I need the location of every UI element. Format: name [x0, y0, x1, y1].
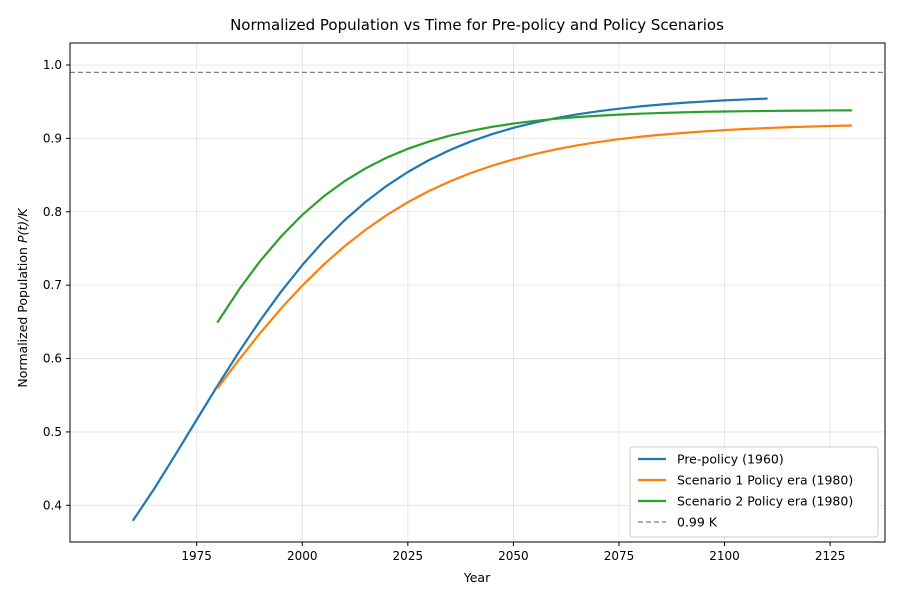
y-tick-label: 0.5: [43, 425, 62, 439]
series-line-2: [216, 124, 853, 389]
plot-frame: [69, 42, 886, 543]
y-tick-label: 0.7: [43, 278, 62, 292]
x-tick-label: 2100: [709, 549, 740, 563]
x-tick-label: 2125: [815, 549, 846, 563]
y-tick-label: 0.6: [43, 352, 62, 366]
legend-label: Pre-policy (1960): [677, 452, 784, 467]
y-axis-ticks: 0.4 0.5 0.6 0.7 0.8 0.9 1.0: [43, 58, 70, 512]
x-tick-label: 2050: [498, 549, 529, 563]
x-axis-title: Year: [463, 570, 491, 585]
y-tick-label: 0.9: [43, 131, 62, 145]
legend-box: [629, 446, 879, 538]
series-line-3: [216, 109, 853, 323]
x-tick-label: 1975: [181, 549, 212, 563]
legend-label: 0.99 K: [677, 515, 718, 530]
legend: Pre-policy (1960) Scenario 1 Policy era (…: [629, 446, 879, 538]
series-layer: [132, 97, 853, 522]
x-tick-label: 2075: [604, 549, 635, 563]
y-tick-label: 0.4: [43, 498, 62, 512]
chart-title: Normalized Population vs Time for Pre-po…: [230, 16, 724, 34]
y-axis-title: Normalized Population P(t)/K: [15, 207, 30, 388]
y-axis-title-math: P(t)/K: [15, 207, 30, 243]
y-tick-label: 1.0: [43, 58, 62, 72]
legend-label: Scenario 2 Policy era (1980): [677, 494, 853, 509]
series-line-1: [132, 97, 768, 522]
x-axis-ticks: 1975 2000 2025 2050 2075 2100 2125: [181, 542, 845, 563]
y-tick-label: 0.8: [43, 205, 62, 219]
y-axis-title-text: Normalized Population: [15, 243, 30, 388]
x-tick-label: 2000: [287, 549, 318, 563]
x-tick-label: 2025: [393, 549, 424, 563]
legend-label: Scenario 1 Policy era (1980): [677, 473, 853, 488]
